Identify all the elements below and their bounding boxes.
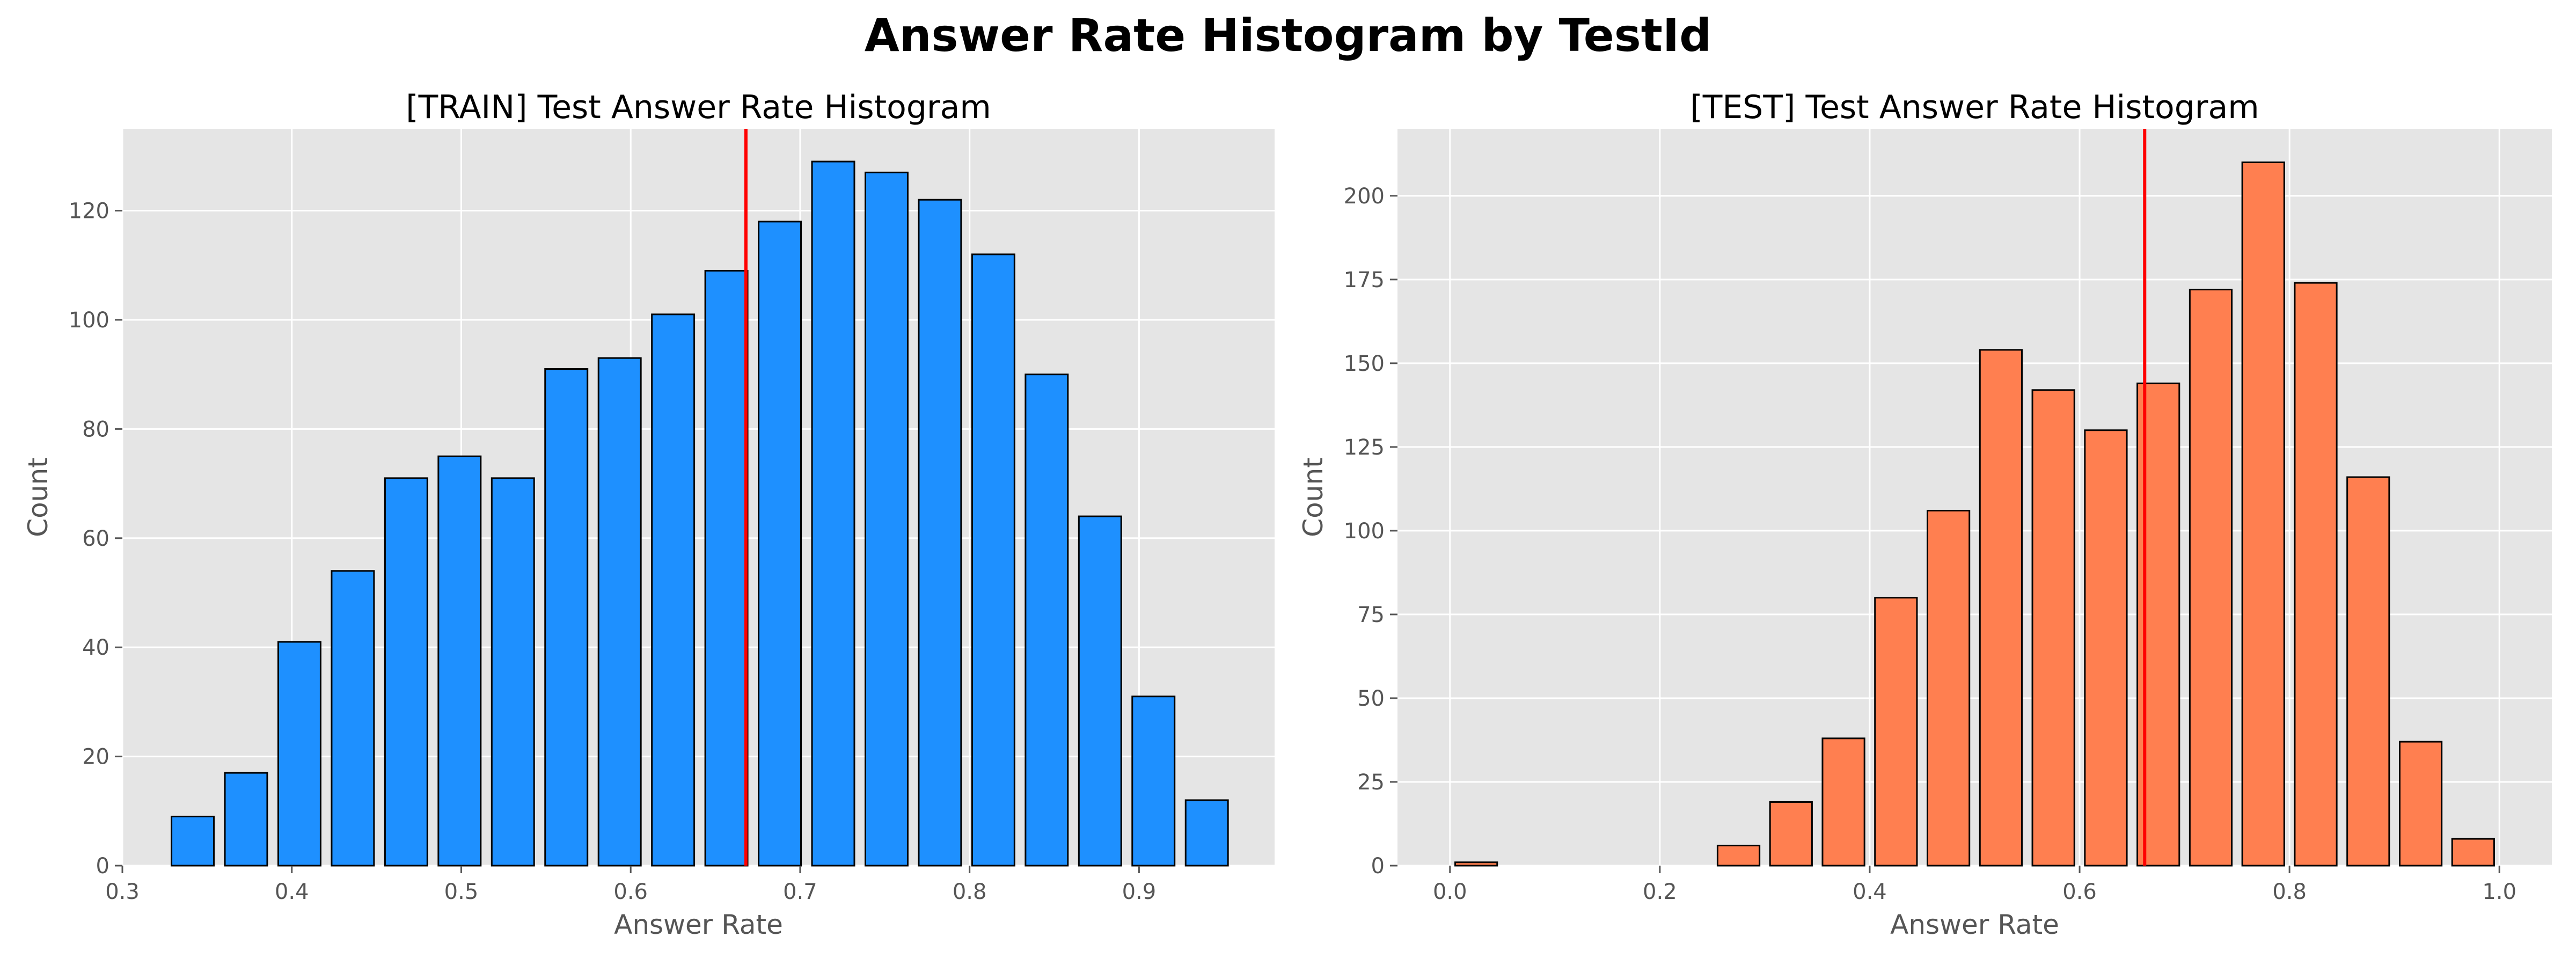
test-ytick-label: 125 [1344, 435, 1385, 460]
test-ytick-label: 200 [1344, 184, 1385, 209]
test-bar [2294, 282, 2338, 867]
train-chart-title: [TRAIN] Test Answer Rate Histogram [406, 89, 991, 126]
test-chart-title: [TEST] Test Answer Rate Histogram [1690, 89, 2259, 126]
test-bar [1874, 597, 1918, 867]
train-xtick-label: 0.7 [783, 880, 817, 904]
test-xtick-label: 0.6 [2062, 880, 2097, 904]
train-bar [384, 477, 428, 867]
train-ytick-label: 120 [69, 199, 109, 224]
test-y-axis-label: Count [1298, 457, 1329, 537]
test-ytick-label: 100 [1344, 519, 1385, 544]
train-bar [437, 455, 482, 867]
test-x-axis-label: Answer Rate [1890, 909, 2059, 940]
test-bar [2398, 741, 2443, 867]
test-ytick-label: 150 [1344, 352, 1385, 376]
train-ytick-label: 20 [82, 745, 109, 770]
train-ytick-label: 80 [82, 417, 109, 442]
train-bar [331, 570, 375, 867]
train-xtick-label: 0.8 [953, 880, 987, 904]
train-histogram-panel: 0.3 0.4 0.5 0.6 0.7 0.8 0.9 0 20 40 60 80 100 120 [TR… [23, 89, 1275, 940]
train-bar [597, 357, 642, 867]
train-bar [811, 160, 855, 867]
train-axis-ticks: 0.3 0.4 0.5 0.6 0.7 0.8 0.9 0 20 40 60 80 100 120 [69, 199, 1157, 904]
train-ytick-label: 100 [69, 308, 109, 333]
test-histogram-panel: 0.0 0.2 0.4 0.6 0.8 1.0 0 25 50 75 100 125 150 175 200… [1298, 89, 2552, 940]
train-ytick-label: 0 [96, 854, 109, 879]
test-bar [2451, 838, 2495, 867]
train-x-axis-label: Answer Rate [614, 909, 783, 940]
figure-title: Answer Rate Histogram by TestId [865, 9, 1712, 62]
train-bar [704, 269, 749, 867]
test-bars [1454, 161, 2495, 867]
test-ytick-label: 0 [1371, 854, 1385, 879]
test-bar [1716, 845, 1761, 867]
test-bar [2084, 429, 2128, 867]
test-xtick-label: 1.0 [2482, 880, 2516, 904]
train-bar [758, 221, 802, 867]
train-bar [864, 171, 909, 867]
train-xtick-label: 0.5 [444, 880, 479, 904]
train-bar [544, 368, 589, 867]
test-bar [1769, 801, 1813, 867]
train-bar [1131, 696, 1176, 867]
test-xtick-label: 0.8 [2272, 880, 2307, 904]
test-bar [1927, 509, 1971, 867]
train-bars [171, 160, 1229, 867]
train-bar [1024, 374, 1069, 867]
train-bar [651, 313, 696, 867]
test-bar [2031, 389, 2075, 867]
test-xtick-label: 0.2 [1643, 880, 1677, 904]
train-bar [1184, 799, 1229, 867]
test-axis-ticks: 0.0 0.2 0.4 0.6 0.8 1.0 0 25 50 75 100 125 150 175 200 [1344, 184, 2516, 904]
train-xtick-label: 0.9 [1122, 880, 1157, 904]
train-bar [1078, 515, 1122, 867]
test-bar [1821, 737, 1865, 867]
train-bar [491, 477, 535, 867]
test-xtick-label: 0.0 [1433, 880, 1467, 904]
test-bar [1454, 861, 1498, 867]
test-ytick-label: 175 [1344, 268, 1385, 292]
test-bar [2346, 476, 2390, 867]
test-ytick-label: 25 [1357, 770, 1385, 795]
train-ytick-label: 60 [82, 526, 109, 551]
test-ytick-label: 50 [1357, 686, 1385, 711]
train-bar [171, 815, 215, 867]
test-bar [2189, 289, 2233, 867]
test-bar [2241, 161, 2285, 867]
train-bar [224, 772, 268, 867]
test-xtick-label: 0.4 [1853, 880, 1887, 904]
train-y-axis-label: Count [23, 457, 54, 537]
train-xtick-label: 0.6 [613, 880, 648, 904]
test-ytick-label: 75 [1357, 603, 1385, 627]
train-bar [971, 253, 1015, 867]
train-bar [277, 641, 321, 867]
train-xtick-label: 0.3 [105, 880, 140, 904]
train-bar [918, 199, 962, 867]
test-bar [1979, 349, 2023, 867]
train-xtick-label: 0.4 [275, 880, 309, 904]
train-ytick-label: 40 [82, 635, 109, 660]
